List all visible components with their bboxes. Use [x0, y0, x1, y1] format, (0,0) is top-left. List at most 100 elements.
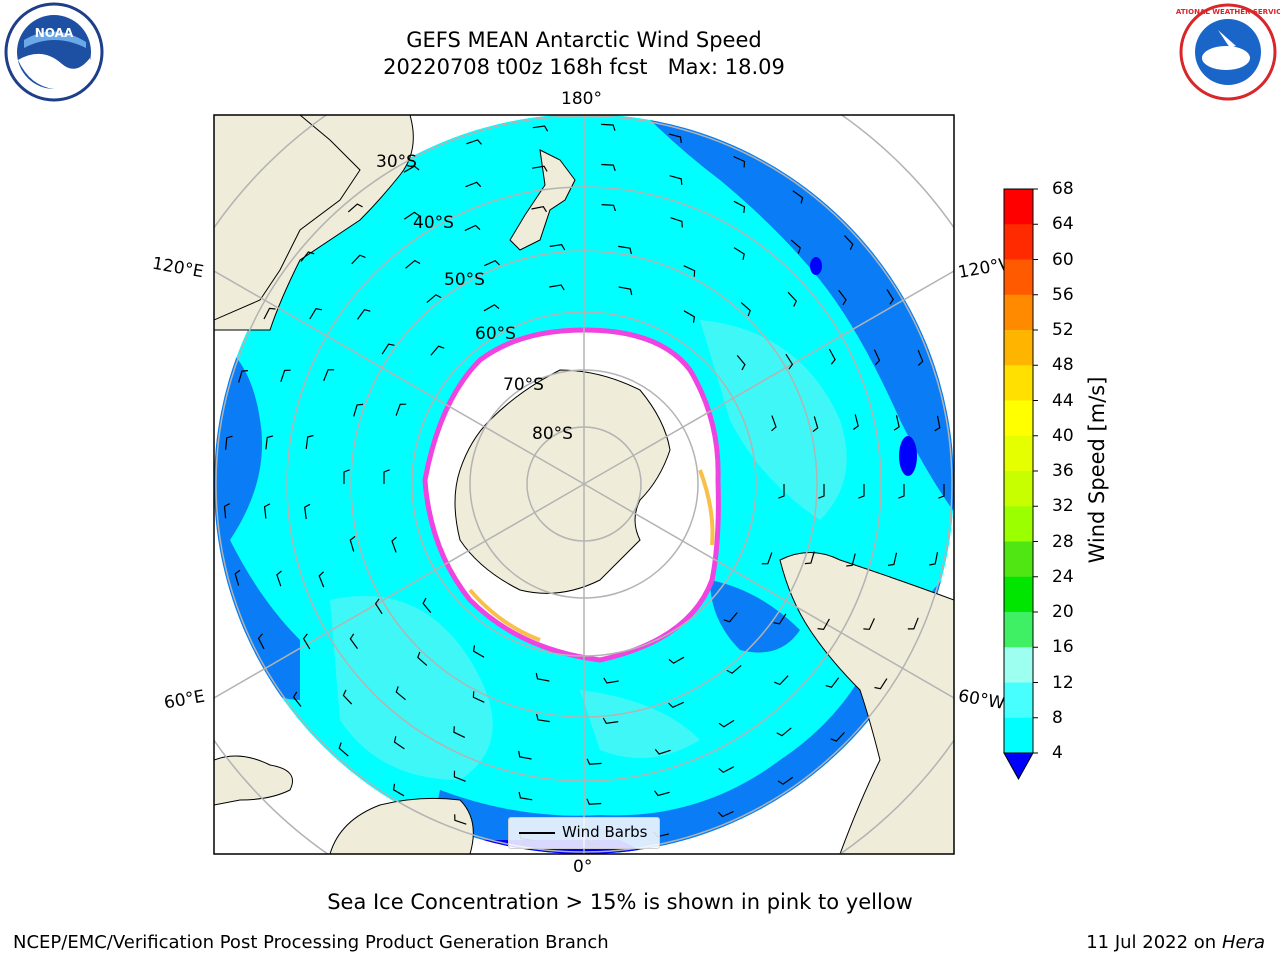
wind-barb [874, 678, 888, 690]
wind-barb [536, 713, 550, 723]
footer-date-text: 11 Jul 2022 on [1086, 932, 1222, 953]
colorbar-segment [1004, 717, 1033, 754]
wind-barb [601, 123, 616, 131]
wind-barb [887, 552, 898, 566]
colorbar-segment [1004, 259, 1033, 296]
wind-barb [405, 259, 421, 269]
wind-barb [858, 484, 865, 499]
colorbar-tick-label: 32 [1052, 496, 1074, 517]
wind-barb [343, 469, 350, 484]
wind-barb [518, 791, 533, 801]
wind-barb [773, 613, 787, 625]
wind-barb [323, 369, 335, 382]
wind-barb [347, 203, 363, 213]
wind-barb [817, 618, 830, 631]
wind-barb [465, 181, 482, 188]
wind-barb [374, 598, 383, 615]
wind-barb [938, 484, 945, 499]
lat-label-30s: 30°S [376, 152, 417, 172]
wind-barb [828, 348, 836, 365]
wind-barb [393, 736, 405, 750]
map-legend: Wind Barbs [508, 817, 660, 849]
wind-barb [812, 416, 819, 433]
colorbar-tick-label: 60 [1052, 249, 1074, 270]
wind-barb [472, 645, 485, 658]
wind-barb [383, 469, 390, 484]
wind-barb [484, 259, 500, 267]
wind-barb [873, 349, 881, 366]
wind-barb [761, 552, 773, 565]
wind-barb [846, 553, 856, 567]
wind-barb [263, 307, 276, 320]
colorbar-segment [1004, 471, 1033, 507]
wind-barb [669, 175, 683, 185]
wind-barb [898, 484, 905, 499]
colorbar-tick-label: 20 [1052, 602, 1074, 622]
colorbar-segment [1004, 647, 1033, 683]
colorbar-segment [1004, 682, 1033, 719]
wind-barb [740, 302, 751, 317]
wind-barb [929, 551, 939, 566]
colorbar-segment [1004, 224, 1033, 260]
legend-label: Wind Barbs [562, 823, 648, 841]
colorbar-segment [1004, 506, 1033, 542]
wind-barb [723, 612, 738, 623]
wind-barb [223, 503, 231, 519]
wind-barb [733, 247, 745, 261]
wind-barb [349, 633, 358, 649]
wind-barb [464, 224, 481, 232]
wind-barb [774, 675, 789, 686]
colorbar-tick-label: 8 [1052, 707, 1063, 728]
nws-logo-text: NATIONAL WEATHER SERVICE [1176, 8, 1280, 16]
land-antarctica [454, 369, 671, 594]
wind-barb [403, 165, 420, 173]
wind-barb [238, 370, 248, 383]
plot-title: GEFS MEAN Antarctic Wind Speed [406, 28, 762, 52]
wind-barb [790, 239, 802, 254]
colorbar-tick-label: 28 [1052, 531, 1074, 552]
colorbar-label: Wind Speed [m/s] [1085, 376, 1109, 564]
wind-barb [776, 727, 792, 737]
lat-label-70s: 70°S [503, 375, 544, 395]
wind-barb [852, 414, 859, 430]
wind-barb [257, 633, 265, 650]
wind-barb [342, 689, 353, 705]
colorbar-tick-label: 44 [1052, 390, 1074, 411]
wind-barb [586, 758, 602, 765]
colorbar-segment [1004, 400, 1033, 437]
wind-barb [934, 415, 941, 432]
lat-label-60s: 60°S [475, 324, 516, 344]
wind-barb [771, 415, 777, 432]
wind-barb [668, 133, 682, 143]
wind-barb [392, 783, 405, 797]
wind-barb [300, 251, 315, 262]
colorbar-tick-label: 4 [1052, 743, 1063, 763]
wind-barb [263, 503, 271, 519]
wind-barb [603, 677, 619, 684]
noaa-logo-text: NOAA [35, 26, 74, 40]
wind-barb [668, 656, 685, 664]
wind-barb [825, 677, 840, 688]
colorbar-segment [1004, 541, 1033, 578]
wind-barb [357, 309, 371, 320]
lat-label-80s: 80°S [532, 424, 573, 444]
wind-barb [531, 206, 548, 213]
wind-barb [736, 355, 746, 371]
colorbar-segment [1004, 435, 1033, 472]
colorbar-tick-label: 40 [1052, 425, 1074, 446]
wind-barb [670, 217, 683, 228]
wind-barb [792, 190, 804, 204]
colorbar-tick-label: 48 [1052, 355, 1074, 376]
wind-barb [602, 717, 619, 724]
wind-barb [234, 569, 241, 586]
lon-label-180: 180° [561, 89, 602, 109]
footer-branch: NCEP/EMC/Verification Post Processing Pr… [13, 932, 609, 953]
wind-barb [454, 814, 467, 825]
wind-barb [787, 291, 798, 307]
land-africa [214, 755, 293, 806]
wind-barb [618, 286, 633, 296]
wind-barb [305, 434, 314, 449]
wind-barbs [223, 123, 945, 845]
wind-barb [654, 749, 671, 755]
wind-barb [422, 597, 432, 613]
